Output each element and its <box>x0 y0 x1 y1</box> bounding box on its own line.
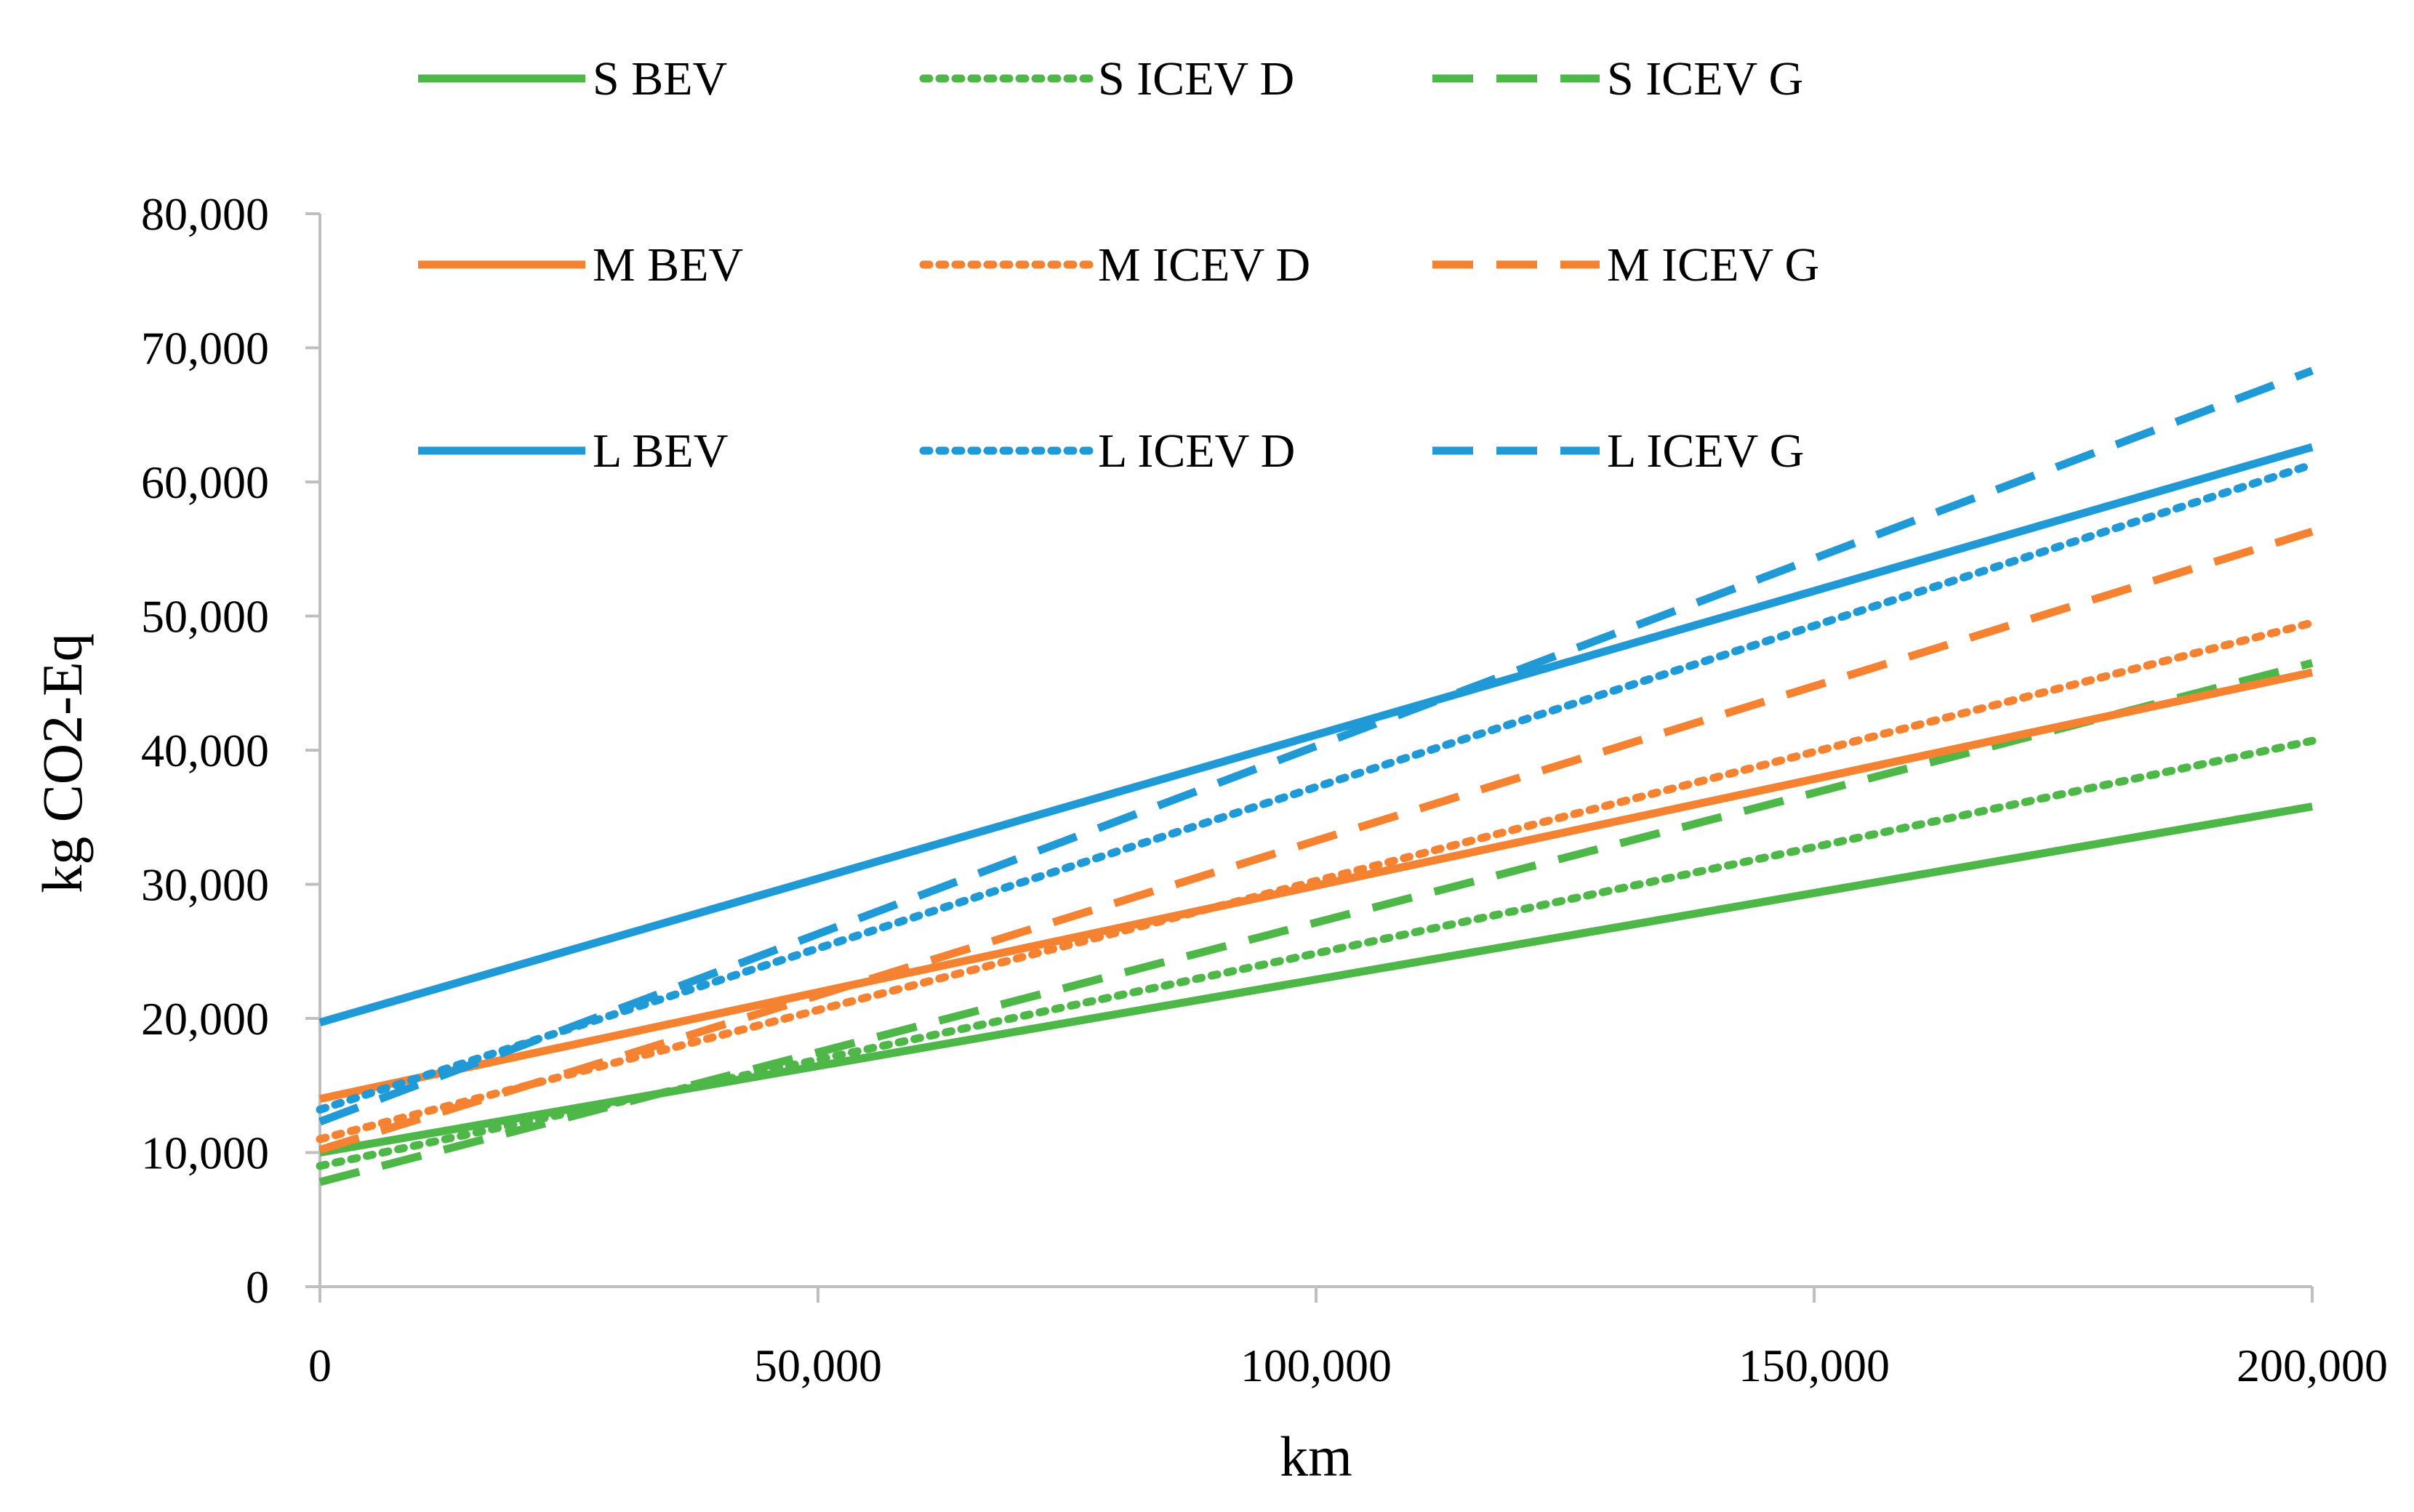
series-line-l-bev <box>318 443 2314 1026</box>
series-line-l-icev-d <box>316 460 2317 1114</box>
y-tick-label: 30,000 <box>141 859 269 911</box>
y-tick-label: 40,000 <box>141 725 269 776</box>
chart-legend: S BEV S ICEV D S ICEV G M BEV M ICEV D M ICEV… <box>418 52 1819 478</box>
x-tick-label: 0 <box>308 1340 332 1391</box>
legend-label: L ICEV D <box>1098 425 1295 478</box>
series-line-m-icev-g <box>318 528 2314 1154</box>
x-tick-label: 50,000 <box>754 1340 882 1391</box>
series-line-s-icev-g <box>318 659 2314 1186</box>
series-line-l-icev-g <box>318 366 2314 1126</box>
x-tick-label: 200,000 <box>2237 1340 2388 1391</box>
chart-axes <box>305 212 2314 1303</box>
legend-label: S BEV <box>593 52 727 105</box>
y-tick-label: 80,000 <box>141 188 269 240</box>
legend-label: L BEV <box>593 425 728 478</box>
x-tick-label: 100,000 <box>1240 1340 1392 1391</box>
y-tick-label: 0 <box>246 1261 269 1313</box>
y-tick-label: 50,000 <box>141 591 269 643</box>
y-tick-label: 70,000 <box>141 323 269 374</box>
legend-label: M ICEV G <box>1607 238 1819 291</box>
y-tick-label: 20,000 <box>141 993 269 1045</box>
x-axis-title: km <box>1280 1425 1352 1488</box>
series-line-m-icev-d <box>316 619 2317 1143</box>
legend-label: M BEV <box>593 238 743 291</box>
legend-label: L ICEV G <box>1607 425 1804 478</box>
series-line-m-bev <box>318 668 2314 1103</box>
y-tick-label: 10,000 <box>141 1127 269 1179</box>
chart-tick-labels: 0 10,000 20,000 30,000 40,000 50,000 60,000 70,… <box>141 188 2388 1391</box>
y-tick-label: 60,000 <box>141 457 269 508</box>
legend-label: S ICEV D <box>1098 52 1294 105</box>
y-axis-title: kg CO2-Eq <box>31 633 94 893</box>
x-tick-label: 150,000 <box>1739 1340 1890 1391</box>
legend-label: M ICEV D <box>1098 238 1310 291</box>
chart-series <box>316 366 2317 1186</box>
legend-label: S ICEV G <box>1607 52 1803 105</box>
series-line-s-icev-d <box>316 736 2317 1170</box>
